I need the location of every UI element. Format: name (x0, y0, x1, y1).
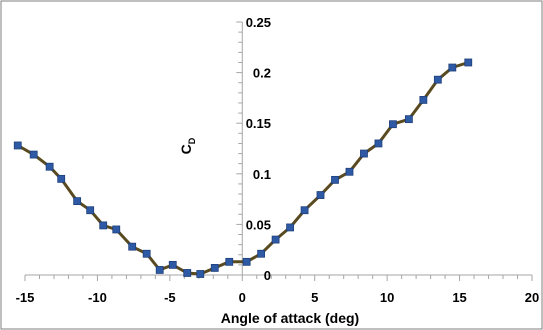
y-axis-ticks: 0 0.05 0.1 0.15 0.2 0.25 (236, 15, 271, 283)
data-point-marker (183, 269, 192, 277)
y-tick-label: 0 (264, 268, 271, 283)
data-point-marker (300, 206, 309, 215)
data-point-marker (29, 150, 38, 159)
y-axis-title-subscript: D (187, 137, 197, 144)
x-tick-label: -5 (164, 290, 176, 305)
y-tick-label: 0.2 (253, 66, 271, 81)
data-point-marker (345, 167, 354, 176)
data-point-marker (86, 206, 95, 215)
x-tick-label: -15 (16, 290, 35, 305)
y-axis-title: CD (178, 137, 197, 154)
data-point-marker (45, 162, 54, 171)
data-point-marker (225, 257, 234, 266)
data-point-marker (433, 75, 442, 84)
y-tick-label: 0.25 (246, 15, 271, 30)
x-tick-label: 10 (380, 290, 394, 305)
data-point-marker (360, 149, 368, 158)
data-point-marker (13, 141, 22, 150)
axes (25, 22, 532, 276)
data-point-marker (99, 221, 108, 230)
data-point-marker (419, 96, 428, 104)
x-tick-label: 0 (239, 290, 246, 305)
data-point-marker (389, 120, 397, 129)
data-point-marker (168, 260, 177, 269)
data-point-marker (448, 63, 457, 72)
y-tick-label: 0.1 (253, 167, 271, 182)
data-point-marker (210, 264, 219, 272)
y-axis-title-main: C (178, 144, 194, 154)
data-point-marker (73, 197, 82, 206)
x-axis-ticks: -15 -10 -5 0 5 10 15 20 (16, 275, 539, 305)
svg-text:CD: CD (178, 137, 197, 154)
data-point-marker (112, 225, 121, 234)
x-axis-title: Angle of attack (deg) (221, 310, 359, 326)
series-group (13, 58, 473, 278)
data-point-marker (316, 191, 325, 199)
data-point-marker (464, 58, 473, 67)
data-point-marker (196, 270, 205, 278)
data-point-marker (242, 257, 251, 266)
x-tick-label: 15 (452, 290, 466, 305)
data-point-marker (271, 235, 280, 244)
data-point-marker (142, 249, 151, 258)
data-point-marker (286, 223, 294, 232)
x-tick-label: 20 (525, 290, 539, 305)
data-point-marker (257, 249, 266, 258)
data-point-marker (57, 174, 66, 183)
x-tick-label: -10 (88, 290, 107, 305)
data-point-marker (155, 266, 164, 274)
y-tick-label: 0.05 (246, 217, 271, 232)
data-point-marker (374, 139, 383, 148)
data-point-marker (404, 115, 413, 124)
data-point-marker (331, 175, 339, 184)
data-point-marker (128, 242, 137, 251)
x-tick-label: 5 (311, 290, 318, 305)
y-tick-label: 0.15 (246, 116, 271, 131)
